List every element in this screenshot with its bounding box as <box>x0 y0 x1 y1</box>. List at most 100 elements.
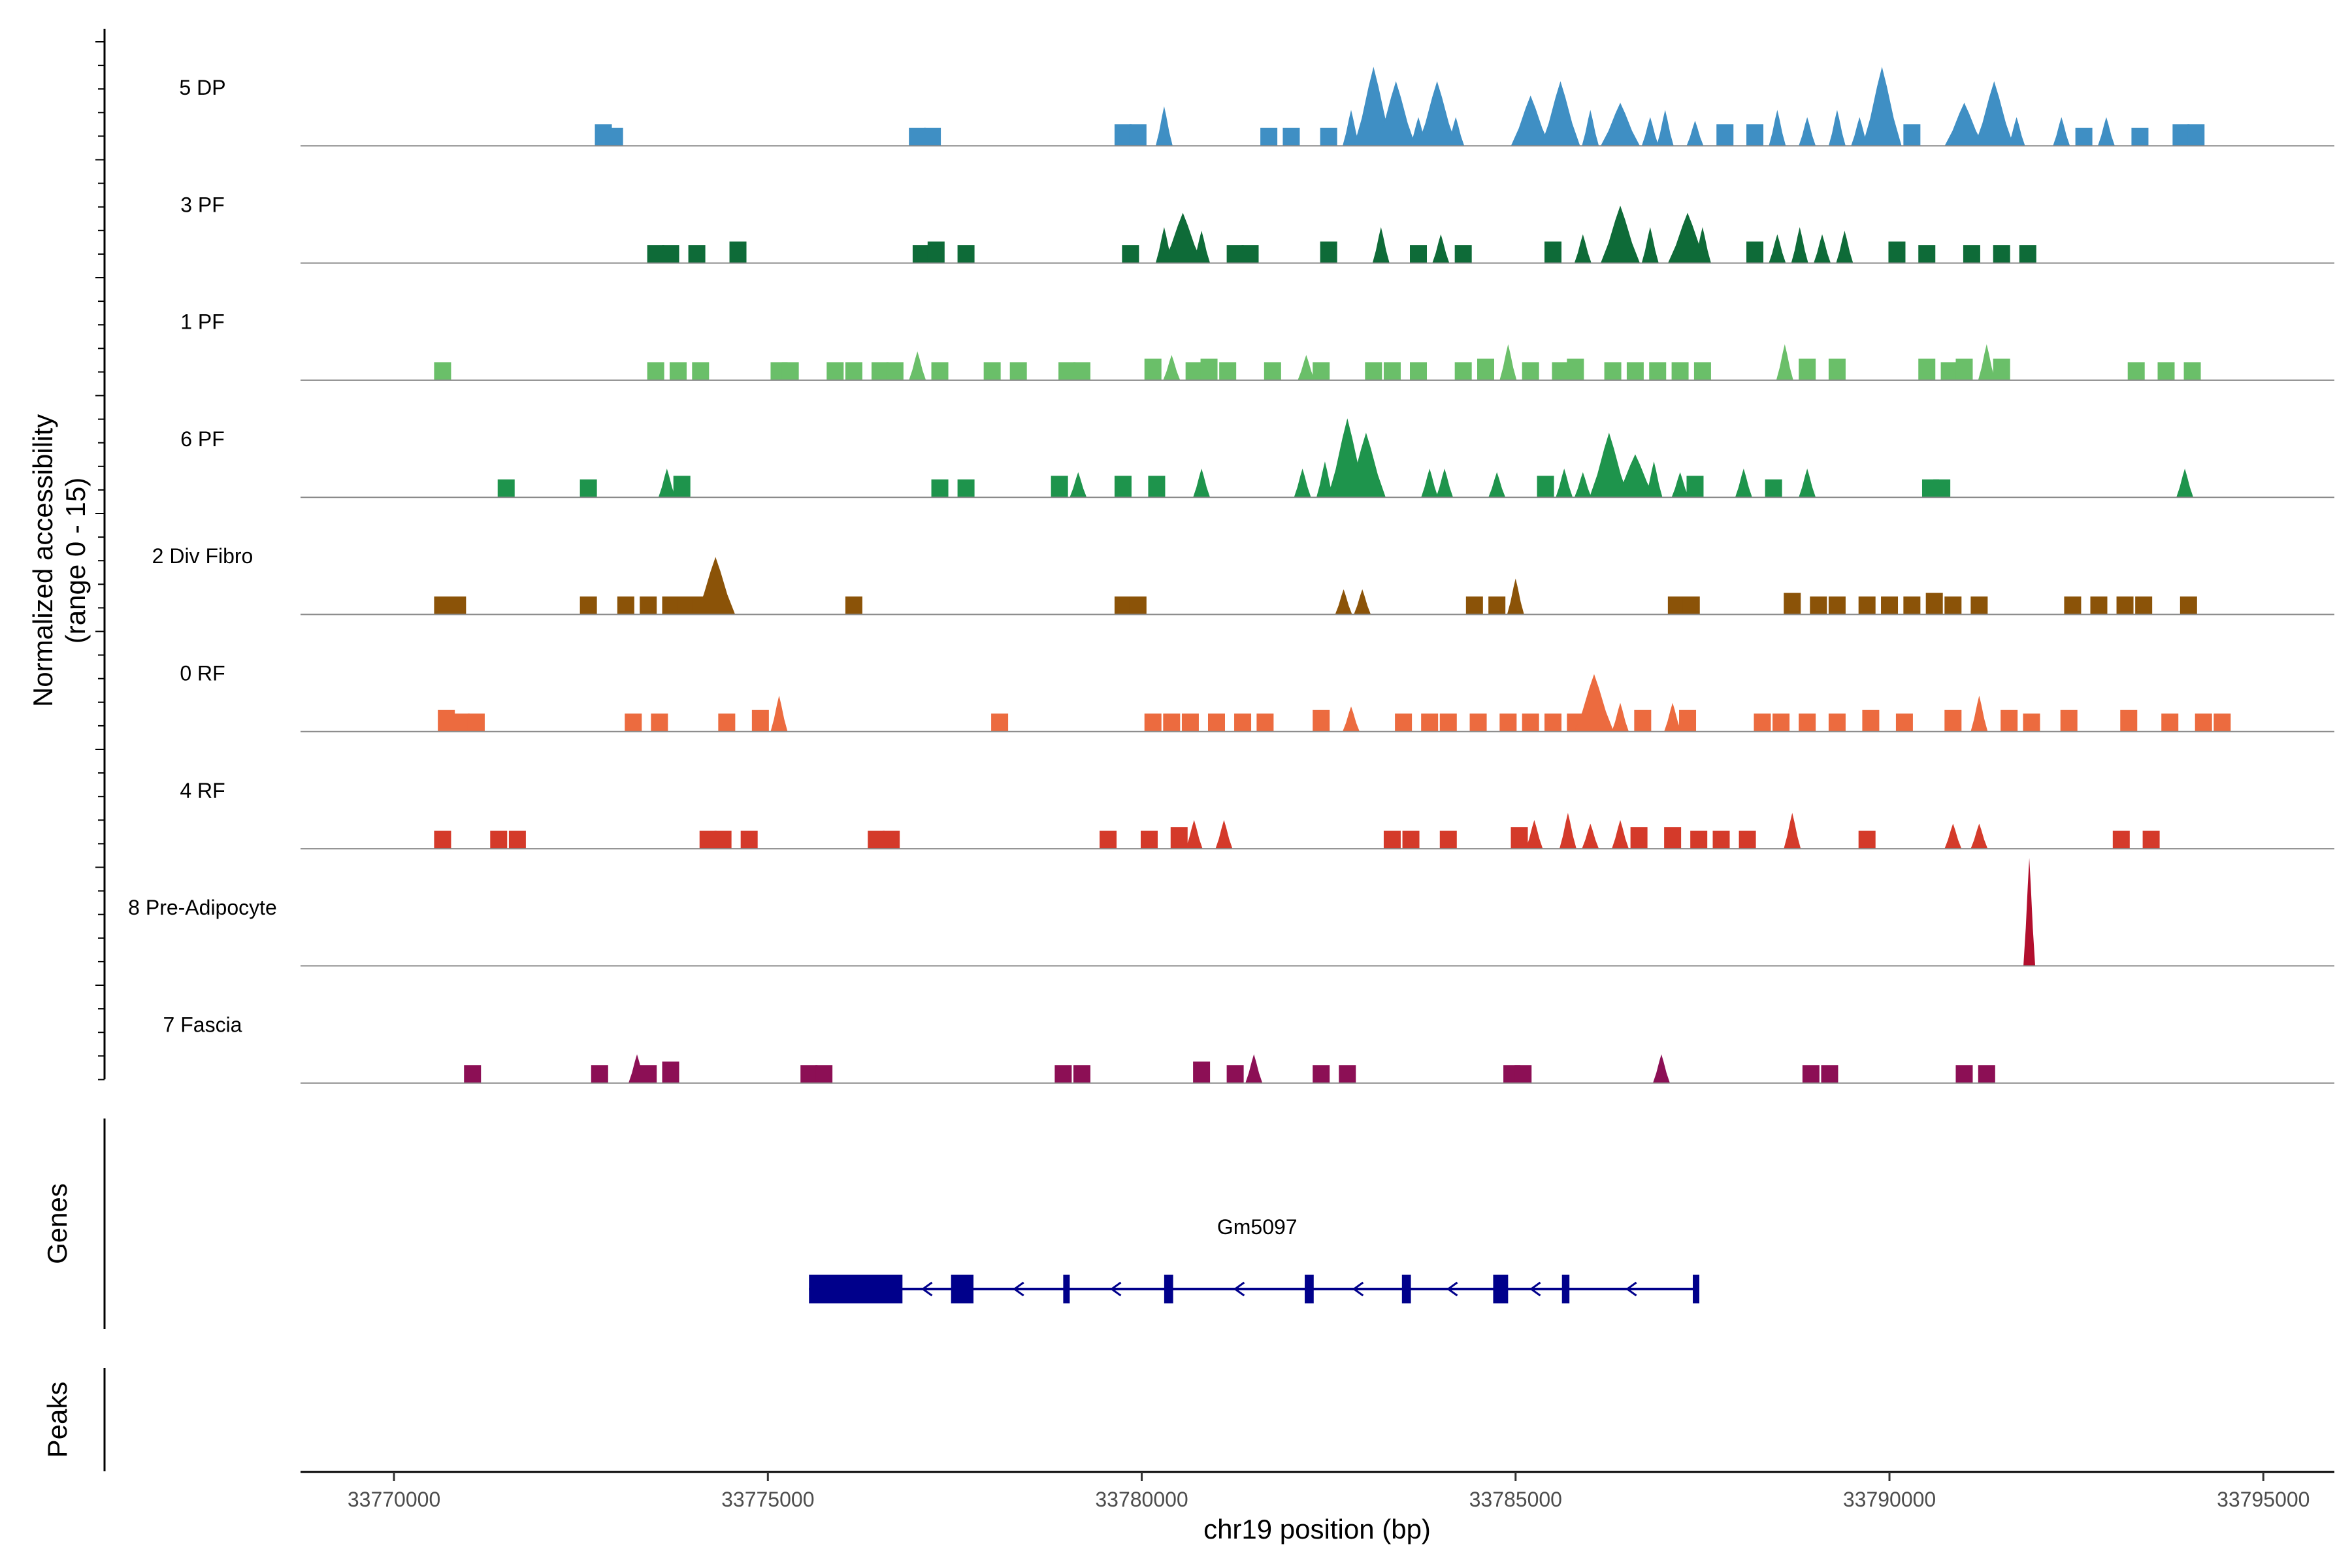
peak-6-31 <box>2142 830 2160 849</box>
peak-5-31 <box>1772 713 1790 732</box>
peak-1-12 <box>1241 245 1259 263</box>
peak-8-20 <box>1978 1065 1995 1083</box>
peak-4-6 <box>677 596 694 615</box>
peak-3-14 <box>1346 433 1386 498</box>
peak-6-4 <box>714 830 732 849</box>
peak-6-2 <box>508 830 526 849</box>
peak-4-2 <box>580 596 597 615</box>
track-label-5-dp: 5 DP <box>179 76 225 99</box>
peak-2-44 <box>1978 344 1995 380</box>
peak-2-41 <box>1918 358 1936 380</box>
peak-2-36 <box>1671 362 1689 380</box>
peak-3-19 <box>1556 468 1573 498</box>
peak-6-0 <box>434 830 451 849</box>
peak-5-44 <box>2213 713 2231 732</box>
track-label-1-pf: 1 PF <box>180 310 225 334</box>
peak-5-30 <box>1754 713 1771 732</box>
peak-6-26 <box>1784 813 1801 849</box>
peak-0-12 <box>1376 81 1416 146</box>
x-tick-label-1: 33775000 <box>721 1488 814 1511</box>
peak-5-32 <box>1799 713 1816 732</box>
peak-3-30 <box>1933 479 1951 498</box>
peak-3-15 <box>1421 468 1439 498</box>
peak-3-22 <box>1615 454 1655 498</box>
peak-0-31 <box>1944 103 1984 146</box>
peak-5-11 <box>1181 713 1199 732</box>
peak-1-15 <box>1410 245 1428 263</box>
peak-5-3 <box>625 713 642 732</box>
peak-6-19 <box>1582 823 1599 849</box>
peak-5-43 <box>2195 713 2212 732</box>
strand-arrow-7 <box>1625 1281 1637 1297</box>
peak-5-14 <box>1256 713 1274 732</box>
peak-1-29 <box>1888 241 1906 263</box>
peak-0-22 <box>1686 120 1704 146</box>
x-axis-ticks: 33770000 33775000 33780000 33785000 33790000… <box>348 1472 2310 1511</box>
peak-8-4 <box>662 1061 679 1083</box>
strand-arrow-0 <box>921 1281 933 1297</box>
peak-5-6 <box>751 710 769 732</box>
peak-5-4 <box>651 713 668 732</box>
peak-7-0 <box>2023 858 2036 966</box>
peak-5-2 <box>467 713 485 732</box>
peak-6-20 <box>1612 820 1629 849</box>
peak-1-1 <box>662 245 679 263</box>
strand-arrow-5 <box>1446 1281 1458 1297</box>
track-label-7-fascia: 7 Fascia <box>163 1013 242 1036</box>
peak-3-28 <box>1799 468 1816 498</box>
peak-0-27 <box>1828 110 1846 146</box>
gene-exon-1 <box>951 1275 974 1303</box>
peak-0-34 <box>2053 117 2070 146</box>
peak-6-24 <box>1712 830 1730 849</box>
gene-exon-7 <box>1561 1275 1570 1303</box>
peak-1-31 <box>1963 245 1980 263</box>
peak-6-21 <box>1630 827 1648 849</box>
peak-6-29 <box>1970 823 1988 849</box>
peak-0-15 <box>1447 117 1465 146</box>
peak-4-9 <box>845 596 862 615</box>
peak-4-19 <box>1784 593 1801 615</box>
peak-5-9 <box>1144 713 1162 732</box>
peak-1-26 <box>1791 227 1808 263</box>
peak-0-25 <box>1769 110 1786 146</box>
peak-2-31 <box>1552 362 1569 380</box>
peak-4-26 <box>1944 596 1962 615</box>
peak-6-17 <box>1526 820 1543 849</box>
peak-3-3 <box>673 476 691 498</box>
peak-1-25 <box>1769 234 1786 263</box>
peak-5-36 <box>1944 710 1962 732</box>
peak-8-18 <box>1821 1065 1838 1083</box>
peak-1-27 <box>1814 234 1831 263</box>
peak-5-35 <box>1895 713 1913 732</box>
peak-5-1 <box>453 713 470 732</box>
peak-5-22 <box>1522 713 1539 732</box>
peak-6-27 <box>1858 830 1876 849</box>
peak-4-29 <box>2090 596 2108 615</box>
peak-3-8 <box>1114 476 1132 498</box>
peak-4-32 <box>2180 596 2197 615</box>
peak-2-23 <box>1313 362 1330 380</box>
strand-arrow-6 <box>1529 1281 1541 1297</box>
peak-4-16 <box>1507 578 1524 615</box>
peak-3-1 <box>580 479 597 498</box>
peak-2-12 <box>983 362 1001 380</box>
peak-6-16 <box>1511 827 1528 849</box>
peak-0-30 <box>1903 124 1921 146</box>
peak-1-21 <box>1641 227 1659 263</box>
peak-4-12 <box>1335 589 1352 615</box>
genes-panel-label: Genes <box>42 1183 73 1264</box>
gene-exon-5 <box>1401 1275 1411 1303</box>
peak-3-26 <box>1735 468 1752 498</box>
peak-0-9 <box>1320 127 1337 146</box>
x-axis-title: chr19 position (bp) <box>1203 1514 1431 1544</box>
peak-1-24 <box>1746 241 1764 263</box>
peak-2-48 <box>2183 362 2201 380</box>
peak-8-19 <box>1955 1065 1973 1083</box>
peak-6-8 <box>1100 830 1117 849</box>
peak-6-28 <box>1944 823 1962 849</box>
x-tick-label-5: 33795000 <box>2217 1488 2310 1511</box>
peak-3-21 <box>1589 433 1629 498</box>
peak-2-38 <box>1776 344 1793 380</box>
coverage-tracks <box>301 67 2334 1084</box>
